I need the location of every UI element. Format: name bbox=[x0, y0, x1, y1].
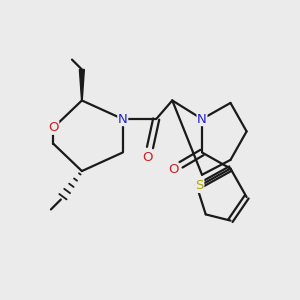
Text: O: O bbox=[142, 151, 153, 164]
Polygon shape bbox=[80, 70, 84, 101]
Text: O: O bbox=[48, 121, 59, 134]
Text: N: N bbox=[197, 112, 207, 125]
Text: S: S bbox=[195, 179, 204, 192]
Text: N: N bbox=[118, 112, 128, 125]
Text: O: O bbox=[168, 163, 179, 176]
